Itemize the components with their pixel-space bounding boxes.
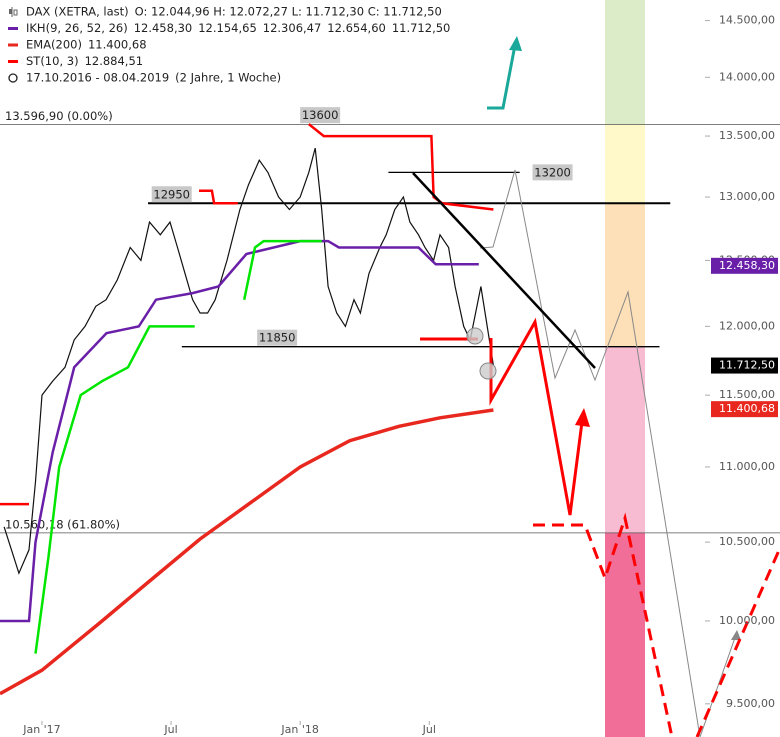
level-label: 13600: [302, 108, 339, 122]
y-tick-label: 11.000,00: [719, 460, 775, 473]
legend-text: 12.884,51: [85, 54, 144, 68]
series-line: [0, 239, 479, 623]
legend-icon: [13, 9, 18, 16]
projection-red: [489, 317, 584, 516]
y-tick-label: 13.500,00: [719, 129, 775, 142]
y-tick-label: 14.500,00: [719, 14, 775, 27]
series: [0, 123, 494, 696]
y-tick-label: 10.000,00: [719, 614, 775, 627]
zone: [605, 0, 645, 125]
y-tick-label: 9.500,00: [726, 697, 775, 710]
series-line: [3, 147, 494, 575]
legend-text: 12.154,65: [198, 21, 257, 35]
level-label: 12950: [153, 187, 190, 201]
st-support-line: [34, 239, 322, 654]
levels: 13.596,90 (0.00%) 10.560,18 (61.80%) 12950…: [0, 107, 780, 534]
legend-text: 12.654,60: [327, 21, 386, 35]
legend-text: (2 Jahre, 1 Woche): [175, 71, 281, 85]
price-badge-label: 11.400,68: [719, 402, 775, 415]
legend-icon: [8, 73, 18, 83]
zone: [605, 532, 645, 737]
y-tick-label: 12.000,00: [719, 319, 775, 332]
level-box: [532, 164, 573, 181]
level-label: 13200: [534, 165, 571, 179]
legend-text: 12.458,30: [134, 21, 193, 35]
legend-text: 17.10.2016 - 08.04.2019: [26, 71, 169, 85]
x-tick-label: Jul: [422, 723, 436, 736]
projection-gray: [479, 169, 701, 737]
legend: DAX (XETRA, last) O: 12.044,96 H: 12.072,…: [8, 5, 450, 85]
legend-text: EMA(200): [26, 38, 82, 52]
price-badge: [711, 257, 778, 274]
marker-circle: [466, 327, 484, 345]
price-badge-label: 12.458,30: [719, 259, 775, 272]
marker-circle: [479, 362, 497, 380]
legend-text: 11.712,50: [392, 21, 451, 35]
zone: [605, 124, 645, 204]
legend-text: ST(10, 3): [26, 54, 79, 68]
projection-red-dashed: [533, 512, 674, 737]
axes: 9.500,00 10.000,00 10.500,00 11.000,00 11.50…: [22, 14, 778, 736]
projection-gray-arrow: [699, 631, 738, 737]
arrow-head: [575, 408, 590, 427]
zone: [605, 346, 645, 533]
price-badge-label: 11.712,50: [719, 359, 775, 372]
projection-teal: [487, 44, 517, 110]
fib-label: 10.560,18 (61.80%): [5, 517, 120, 531]
trendline: [412, 172, 596, 369]
y-tick-label: 10.500,00: [719, 535, 775, 548]
series-line: [0, 408, 494, 696]
projections: [412, 36, 780, 737]
x-tick-label: Jan '18: [280, 723, 318, 736]
level-label: 11850: [259, 331, 296, 345]
y-tick-label: 11.500,00: [719, 388, 775, 401]
x-tick-label: Jul: [163, 723, 177, 736]
legend-text: 12.306,47: [263, 21, 322, 35]
series-line: [0, 123, 494, 506]
legend-text: IKH(9, 26, 52, 26): [26, 21, 128, 35]
arrow-head: [509, 36, 522, 51]
arrow-head: [731, 630, 741, 640]
level-box: [300, 107, 341, 124]
legend-text: 11.400,68: [88, 38, 147, 52]
y-tick-label: 13.000,00: [719, 190, 775, 203]
legend-text: DAX (XETRA, last): [26, 5, 129, 19]
projection-red-dashed: [695, 547, 780, 737]
legend-text: O: 12.044,96 H: 12.072,27 L: 11.712,30 C…: [135, 5, 442, 19]
price-badge: [711, 357, 778, 374]
level-box: [151, 186, 192, 203]
x-tick-label: Jan '17: [22, 723, 60, 736]
zone: [605, 203, 645, 347]
fib-label: 13.596,90 (0.00%): [5, 109, 113, 123]
zones: [605, 0, 645, 737]
y-tick-label: 14.000,00: [719, 70, 775, 83]
legend-icon: [9, 9, 12, 14]
level-box: [257, 329, 298, 346]
price-badge: [711, 401, 778, 418]
